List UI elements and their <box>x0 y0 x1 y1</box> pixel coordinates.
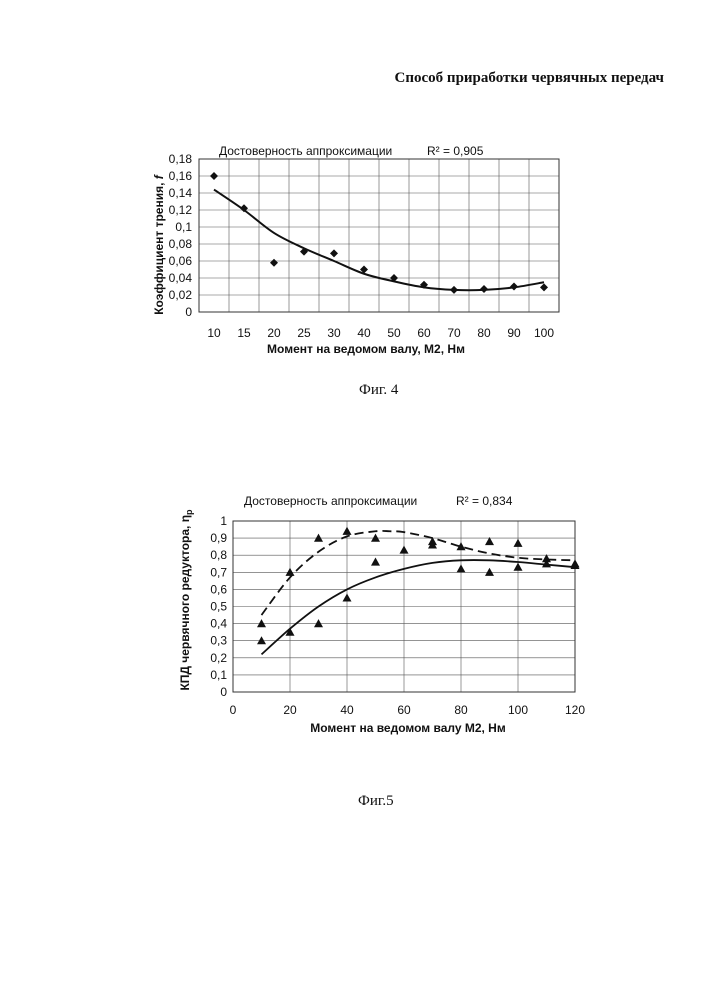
chart2-x-tick-label: 80 <box>454 703 468 717</box>
chart2-x-tick-label: 120 <box>565 703 585 717</box>
chart1-x-tick-label: 30 <box>327 326 341 340</box>
chart1-y-tick-label: 0,12 <box>169 203 193 217</box>
chart1-data-point <box>270 259 278 267</box>
chart1-annotation-r2: R² = 0,905 <box>427 144 484 158</box>
chart1-data-point <box>450 286 458 294</box>
chart1-x-tick-label: 60 <box>417 326 431 340</box>
chart1-data-point <box>480 285 488 293</box>
chart1-y-tick-label: 0,06 <box>169 254 193 268</box>
chart2-y-tick-label: 0,2 <box>210 651 227 665</box>
chart2-annotation-r2: R² = 0,834 <box>456 494 513 508</box>
chart2-data-point <box>343 527 352 535</box>
chart2-y-tick-label: 0,1 <box>210 668 227 682</box>
chart2-data-point <box>457 564 466 572</box>
chart1-x-tick-label: 90 <box>507 326 521 340</box>
chart2-data-point <box>371 558 380 566</box>
chart1-y-tick-label: 0,04 <box>169 271 193 285</box>
chart1-x-tick-label: 15 <box>237 326 251 340</box>
chart2-y-tick-label: 0,3 <box>210 634 227 648</box>
chart2-y-tick-label: 0,9 <box>210 531 227 545</box>
chart2-y-tick-label: 0,6 <box>210 582 227 596</box>
chart2-data-point <box>257 619 266 627</box>
chart2-y-tick-label: 1 <box>220 514 227 528</box>
chart2-data-point <box>400 546 409 554</box>
chart2-y-tick-label: 0,8 <box>210 548 227 562</box>
chart1-x-tick-label: 50 <box>387 326 401 340</box>
chart1-y-tick-label: 0,1 <box>175 220 192 234</box>
chart2-y-tick-label: 0,4 <box>210 617 227 631</box>
chart2-data-point <box>286 568 295 576</box>
chart2-data-point <box>343 593 352 601</box>
chart2-y-tick-label: 0,5 <box>210 600 227 614</box>
chart1-y-axis-title: Коэффициент трения, f <box>152 174 166 315</box>
chart2-data-point <box>257 636 266 644</box>
chart2-data-point <box>314 619 323 627</box>
chart1-y-tick-label: 0 <box>185 305 192 319</box>
chart2-x-tick-label: 20 <box>283 703 297 717</box>
chart1-data-point <box>210 172 218 180</box>
chart2-y-axis-title: КПД червячного редуктора, ηр <box>178 509 194 691</box>
chart2-y-tick-label: 0,7 <box>210 565 227 579</box>
chart2-x-tick-label: 0 <box>230 703 237 717</box>
chart1-x-tick-label: 100 <box>534 326 554 340</box>
chart1-y-tick-label: 0,14 <box>169 186 193 200</box>
chart2-data-point <box>371 534 380 542</box>
chart2-annotation-label: Достоверность аппроксимации <box>244 494 417 508</box>
chart1-y-tick-label: 0,16 <box>169 169 193 183</box>
chart1-x-tick-label: 40 <box>357 326 371 340</box>
chart1-data-point <box>510 283 518 291</box>
chart1-y-tick-label: 0,18 <box>169 152 193 166</box>
chart1-annotation-label: Достоверность аппроксимации <box>219 144 392 158</box>
figure-caption-5: Фиг.5 <box>358 793 394 810</box>
chart-friction-coefficient: 00,020,040,060,080,10,120,140,160,181015… <box>0 0 707 1000</box>
chart1-x-axis-title: Момент на ведомом валу, М2, Нм <box>267 342 465 356</box>
chart2-y-tick-label: 0 <box>220 685 227 699</box>
chart2-trend-dashed <box>262 531 576 615</box>
chart2-data-point <box>485 568 494 576</box>
chart1-data-point <box>330 249 338 257</box>
chart1-x-tick-label: 70 <box>447 326 461 340</box>
chart2-x-axis-title: Момент на ведомом валу М2, Нм <box>310 721 506 735</box>
chart2-x-tick-label: 100 <box>508 703 528 717</box>
chart1-x-tick-label: 20 <box>267 326 281 340</box>
chart1-x-tick-label: 10 <box>207 326 221 340</box>
figure-caption-4: Фиг. 4 <box>359 382 398 399</box>
chart1-y-tick-label: 0,02 <box>169 288 193 302</box>
chart2-data-point <box>514 563 523 571</box>
chart2-data-point <box>514 539 523 547</box>
chart1-data-point <box>540 283 548 291</box>
chart1-x-tick-label: 80 <box>477 326 491 340</box>
chart2-trend-solid <box>262 560 576 654</box>
chart1-y-tick-label: 0,08 <box>169 237 193 251</box>
chart1-x-tick-label: 25 <box>297 326 311 340</box>
chart2-x-tick-label: 60 <box>397 703 411 717</box>
chart2-data-point <box>314 534 323 542</box>
chart2-x-tick-label: 40 <box>340 703 354 717</box>
